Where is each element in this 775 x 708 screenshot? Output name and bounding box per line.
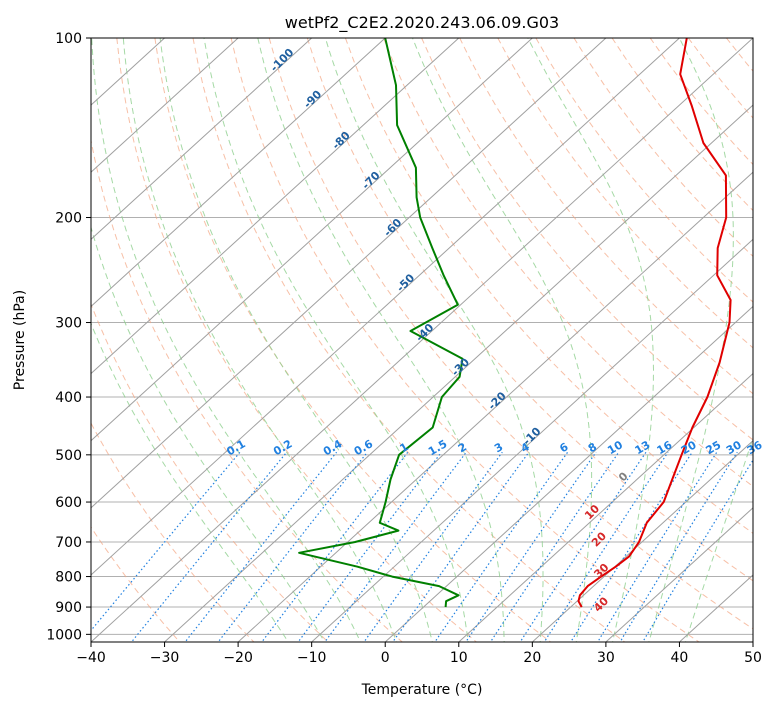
background-lines bbox=[91, 38, 753, 642]
moist-adiabat-line bbox=[527, 38, 654, 642]
isotherm-line bbox=[311, 238, 753, 642]
dewpoint-profile-line bbox=[298, 38, 464, 608]
mixing-ratio-line bbox=[543, 451, 669, 642]
isotherm-line bbox=[91, 38, 460, 375]
mixing-ratio-line bbox=[261, 451, 409, 642]
dry-adiabat-line bbox=[154, 38, 552, 642]
moist-adiabat-line bbox=[203, 38, 469, 642]
dry-adiabat-line bbox=[91, 526, 181, 642]
x-tick-label: 20 bbox=[523, 650, 541, 666]
dry-adiabat-line bbox=[268, 38, 753, 630]
chart-title: wetPf2_C2E2.2020.243.06.09.G03 bbox=[285, 13, 559, 33]
y-tick-label: 300 bbox=[55, 316, 82, 332]
mixing-ratio-line bbox=[217, 451, 368, 642]
x-tick-label: −10 bbox=[297, 650, 327, 666]
x-tick-label: −20 bbox=[223, 650, 253, 666]
mixing-ratio-line bbox=[596, 451, 718, 642]
isotherm-line bbox=[605, 507, 753, 642]
isotherm-line bbox=[91, 38, 753, 642]
moist-adiabat-line bbox=[159, 38, 433, 642]
dry-adiabat-line bbox=[192, 38, 626, 642]
mixing-ratio-line bbox=[297, 451, 442, 642]
x-tick-label: 0 bbox=[381, 650, 390, 666]
dry-adiabat-line bbox=[421, 38, 753, 441]
dry-adiabat-line bbox=[459, 38, 753, 395]
x-tick-label: 10 bbox=[450, 650, 468, 666]
mixing-ratio-line bbox=[519, 451, 647, 642]
x-axis-label: Temperature (°C) bbox=[361, 682, 483, 698]
mixing-ratio-line bbox=[489, 451, 620, 642]
isotherm-line bbox=[237, 171, 753, 642]
isotherm-line bbox=[91, 38, 533, 442]
isotherm-line bbox=[91, 38, 607, 509]
isotherm-line bbox=[164, 104, 753, 642]
y-tick-label: 100 bbox=[55, 31, 82, 47]
moist-adiabat-line bbox=[648, 38, 734, 642]
y-tick-label: 500 bbox=[55, 448, 82, 464]
y-axis-label: Pressure (hPa) bbox=[12, 290, 28, 390]
axis-ticks: −40 −30 −20 −10 0 10 20 30 40 50 100 200 300 400 500 60… bbox=[46, 31, 762, 666]
y-tick-label: 200 bbox=[55, 211, 82, 227]
temperature-profile-line bbox=[577, 38, 732, 608]
x-tick-label: 50 bbox=[744, 650, 762, 666]
mixing-ratio-line bbox=[465, 451, 597, 642]
y-tick-label: 600 bbox=[55, 495, 82, 511]
mixing-ratio-line bbox=[619, 451, 738, 642]
x-tick-label: −40 bbox=[76, 650, 106, 666]
x-tick-label: 30 bbox=[597, 650, 615, 666]
mixing-ratio-line bbox=[642, 459, 753, 642]
mixing-ratio-line bbox=[570, 451, 693, 642]
isotherm-line bbox=[458, 372, 753, 642]
isotherm-line bbox=[91, 38, 239, 173]
y-tick-label: 900 bbox=[55, 600, 82, 616]
mixing-ratio-line bbox=[363, 451, 503, 642]
moist-adiabat-line bbox=[684, 436, 753, 642]
isotherm-line bbox=[384, 305, 753, 642]
y-tick-label: 400 bbox=[55, 390, 82, 406]
mixing-ratio-line bbox=[184, 451, 338, 642]
moist-adiabat-line bbox=[91, 38, 362, 642]
mixing-ratio-line bbox=[434, 451, 569, 642]
y-tick-label: 1000 bbox=[46, 627, 82, 643]
moist-adiabat-line bbox=[412, 38, 593, 642]
profile-lines bbox=[298, 38, 732, 608]
isotherm-line bbox=[91, 38, 313, 241]
plot-frame bbox=[90, 37, 754, 643]
moist-adiabat-line bbox=[122, 38, 397, 642]
dry-adiabat-line bbox=[91, 422, 255, 642]
moist-adiabat-line bbox=[324, 38, 544, 642]
moist-adiabat-line bbox=[91, 322, 289, 642]
dry-adiabat-line bbox=[116, 38, 478, 642]
moist-adiabat-line bbox=[91, 225, 326, 642]
mixing-ratio-line bbox=[392, 451, 530, 642]
x-tick-label: −30 bbox=[150, 650, 180, 666]
x-tick-label: 40 bbox=[671, 650, 689, 666]
y-tick-label: 800 bbox=[55, 570, 82, 586]
isotherm-line bbox=[91, 38, 386, 308]
isotherm-line bbox=[531, 439, 753, 642]
y-tick-label: 700 bbox=[55, 535, 82, 551]
isotherm-line bbox=[91, 38, 680, 576]
moist-adiabat-line bbox=[257, 38, 505, 642]
